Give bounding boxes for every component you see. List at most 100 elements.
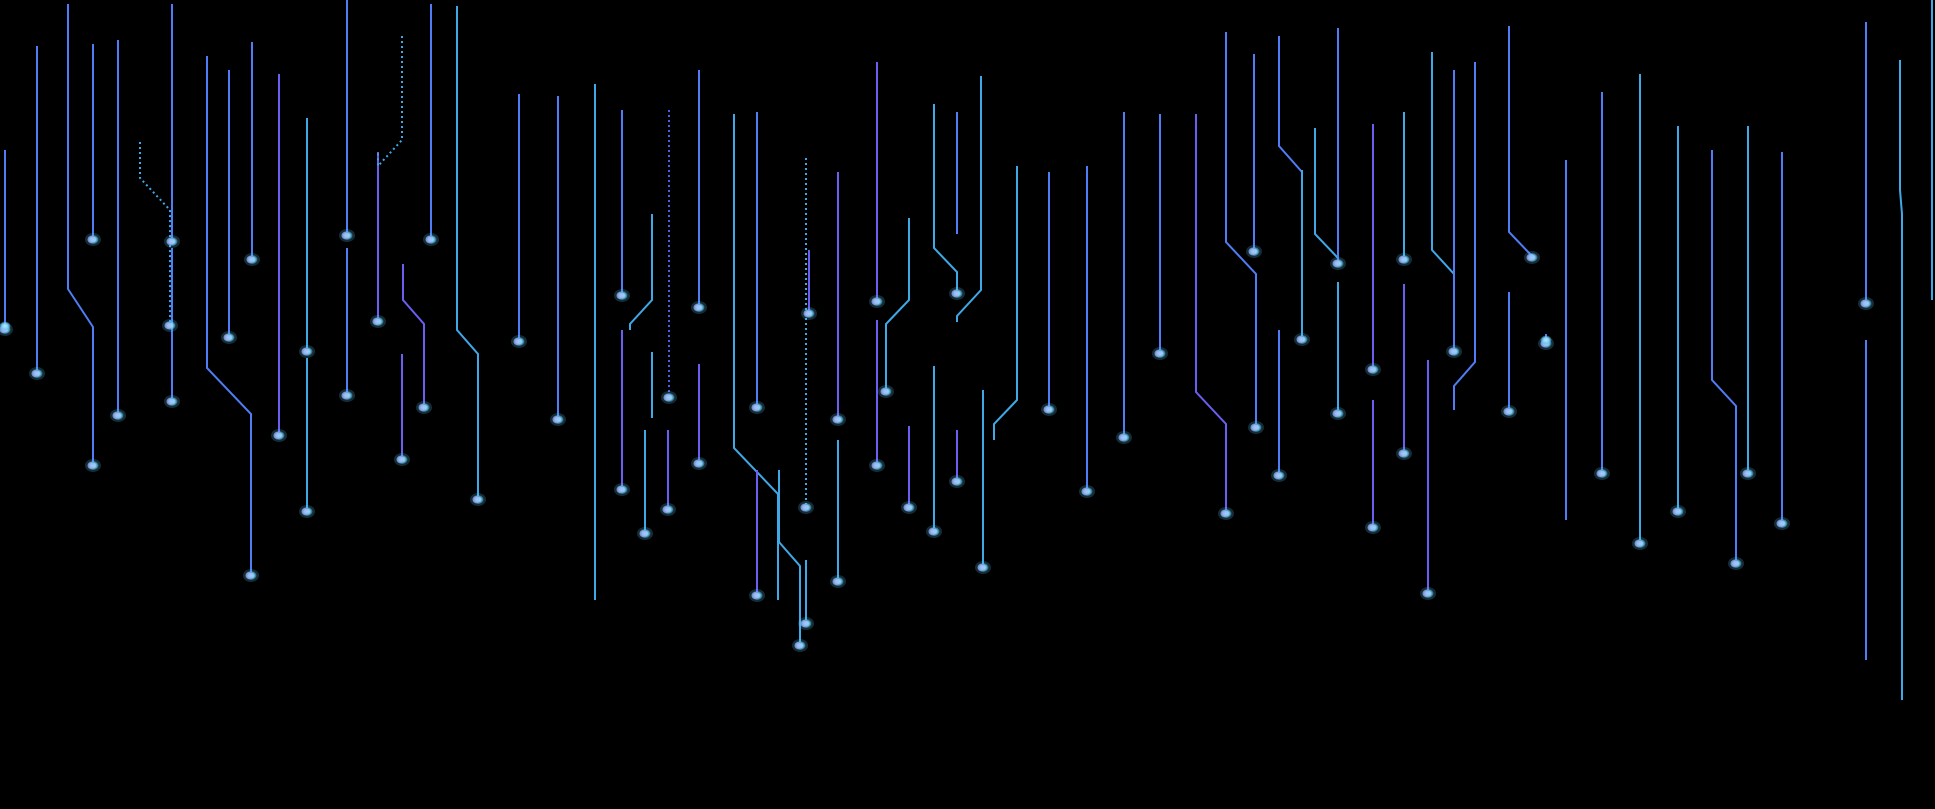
node-tint <box>1526 254 1534 261</box>
trace-end-node <box>1594 467 1610 480</box>
trace-end-node <box>798 501 814 514</box>
trace-end-node <box>869 295 885 308</box>
node-tint <box>1220 510 1228 517</box>
node-tint <box>372 318 380 325</box>
trace-end-node <box>614 483 630 496</box>
node-tint <box>513 338 521 345</box>
trace-end-node <box>423 233 439 246</box>
trace-end-node <box>1524 251 1540 264</box>
node-tint <box>1273 472 1281 479</box>
node-tint <box>1634 540 1642 547</box>
trace-end-node <box>416 401 432 414</box>
node-tint <box>1332 260 1340 267</box>
trace-end-node <box>878 385 894 398</box>
circuit-trace <box>139 142 171 322</box>
node-tint <box>341 392 349 399</box>
node-tint <box>693 460 701 467</box>
node-tint <box>87 236 95 243</box>
node-tint <box>751 592 759 599</box>
trace-group <box>4 0 1933 700</box>
trace-end-node <box>1365 363 1381 376</box>
node-tint <box>1398 450 1406 457</box>
trace-end-node <box>243 569 259 582</box>
node-tint <box>1248 248 1256 255</box>
node-tint <box>245 572 253 579</box>
node-tint <box>166 398 174 405</box>
trace-end-node <box>299 505 315 518</box>
node-tint <box>903 504 911 511</box>
trace-end-node <box>1670 505 1686 518</box>
trace-end-node <box>614 289 630 302</box>
trace-end-node <box>85 459 101 472</box>
trace-end-node <box>1632 537 1648 550</box>
node-tint <box>1398 256 1406 263</box>
circuit-trace <box>206 56 252 572</box>
node-tint <box>977 564 985 571</box>
trace-end-node <box>830 575 846 588</box>
trace-end-node <box>1116 431 1132 444</box>
node-tint <box>1448 348 1456 355</box>
node-tint <box>301 348 309 355</box>
trace-end-node <box>1330 407 1346 420</box>
trace-end-node <box>830 413 846 426</box>
node-tint <box>1367 366 1375 373</box>
circuit-trace <box>778 470 801 642</box>
trace-end-node <box>1294 333 1310 346</box>
node-tint <box>1154 350 1162 357</box>
trace-end-node <box>271 429 287 442</box>
node-tint <box>1081 488 1089 495</box>
node-tint <box>552 416 560 423</box>
trace-end-node <box>749 589 765 602</box>
node-tint <box>1860 300 1868 307</box>
node-tint <box>223 334 231 341</box>
standalone-node <box>0 321 11 331</box>
node-tint <box>693 304 701 311</box>
trace-end-node <box>801 307 817 320</box>
node-tint <box>616 486 624 493</box>
node-tint <box>246 256 254 263</box>
trace-end-node <box>1396 447 1412 460</box>
trace-end-node <box>660 503 676 516</box>
node-tint <box>794 642 802 649</box>
node-dot <box>1540 335 1552 345</box>
node-tint <box>1672 508 1680 515</box>
trace-end-node <box>470 493 486 506</box>
trace-end-node <box>1079 485 1095 498</box>
trace-end-node <box>1774 517 1790 530</box>
trace-end-node <box>550 413 566 426</box>
trace-end-node <box>661 391 677 404</box>
node-tint <box>166 238 174 245</box>
standalone-node <box>1540 335 1552 345</box>
trace-end-node <box>1248 421 1264 434</box>
circuit-trace <box>885 218 910 388</box>
node-tint <box>951 478 959 485</box>
trace-end-node <box>869 459 885 472</box>
circuit-trace <box>1711 150 1737 560</box>
node-tint <box>87 462 95 469</box>
trace-end-node <box>949 475 965 488</box>
node-tint <box>1776 520 1784 527</box>
node-tint <box>803 310 811 317</box>
trace-end-node <box>110 409 126 422</box>
circuit-trace <box>956 76 982 322</box>
node-tint <box>472 496 480 503</box>
trace-end-node <box>901 501 917 514</box>
node-tint <box>832 416 840 423</box>
trace-end-node <box>1740 467 1756 480</box>
node-tint <box>663 394 671 401</box>
circuit-trace <box>1195 114 1227 510</box>
trace-end-node <box>1501 405 1517 418</box>
trace-end-node <box>792 639 808 652</box>
trace-end-node <box>691 301 707 314</box>
trace-end-node <box>691 457 707 470</box>
node-tint <box>880 388 888 395</box>
node-tint <box>1118 434 1126 441</box>
trace-end-node <box>1041 403 1057 416</box>
node-tint <box>928 528 936 535</box>
trace-end-node <box>370 315 386 328</box>
node-tint <box>1043 406 1051 413</box>
node-tint <box>951 290 959 297</box>
node-tint <box>751 404 759 411</box>
